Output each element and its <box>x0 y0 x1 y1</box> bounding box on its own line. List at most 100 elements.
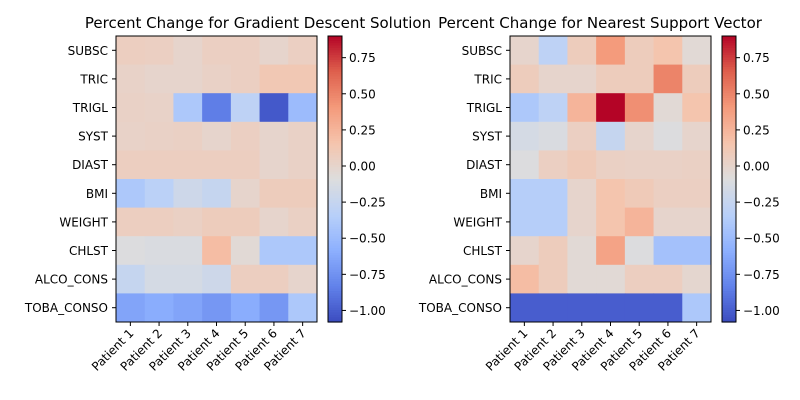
heatmap-cell <box>230 150 261 180</box>
heatmap-cell <box>173 293 203 323</box>
heatmap-cell <box>538 150 568 180</box>
row-label: TRIGL <box>72 101 109 115</box>
colorbar-segment <box>328 138 342 142</box>
heatmap-cell <box>116 150 146 180</box>
colorbar-segment <box>328 181 342 185</box>
colorbar-segment <box>328 133 342 137</box>
colorbar-tick-label: −0.75 <box>349 268 386 282</box>
colorbar-segment <box>328 198 342 202</box>
colorbar-segment <box>328 171 342 175</box>
colorbar-segment <box>722 221 736 225</box>
colorbar-segment <box>722 193 736 197</box>
heatmap-cell <box>259 293 289 323</box>
heatmap-cell <box>682 36 712 66</box>
heatmap-cell <box>259 264 289 294</box>
colorbar-segment <box>328 188 342 192</box>
heatmap-cell <box>682 264 712 294</box>
colorbar-segment <box>328 117 342 121</box>
colorbar-tick-label: 0.00 <box>349 160 376 174</box>
heatmap-cell <box>682 64 712 94</box>
colorbar-segment <box>722 312 736 316</box>
heatmap-cell <box>510 236 540 266</box>
colorbar-segment <box>328 128 342 132</box>
row-label: TOBA_CONSO <box>24 301 108 315</box>
colorbar-segment <box>328 298 342 302</box>
colorbar-segment <box>722 83 736 87</box>
heatmap-cell <box>288 293 318 323</box>
heatmap-cell <box>653 64 683 94</box>
colorbar-segment <box>328 176 342 180</box>
colorbar-segment <box>722 97 736 101</box>
colorbar-segment <box>328 93 342 97</box>
heatmap-cell <box>173 207 203 237</box>
heatmap-cell <box>653 121 683 151</box>
colorbar-segment <box>328 281 342 285</box>
heatmap-cell <box>202 236 232 266</box>
colorbar-segment <box>328 100 342 104</box>
colorbar-segment <box>328 78 342 82</box>
colorbar-segment <box>722 207 736 211</box>
heatmap-cell <box>567 150 597 180</box>
colorbar-segment <box>328 155 342 159</box>
colorbar-segment <box>722 224 736 228</box>
colorbar-tick-label: −0.25 <box>349 196 386 210</box>
colorbar-segment <box>722 198 736 202</box>
heatmap-cell <box>173 93 203 123</box>
heatmap-cell <box>653 264 683 294</box>
colorbar-tick-label: 0.25 <box>743 123 770 137</box>
colorbar-segment <box>722 59 736 63</box>
heatmap-cell <box>116 236 146 266</box>
heatmap-cell <box>144 264 174 294</box>
colorbar-segment <box>722 229 736 233</box>
colorbar-segment <box>328 205 342 209</box>
colorbar-segment <box>328 159 342 163</box>
colorbar-segment <box>328 136 342 140</box>
heatmap-panel-1: Percent Change for Gradient Descent Solu… <box>24 14 431 374</box>
row-label: BMI <box>480 187 502 201</box>
colorbar-tick-label: −1.00 <box>349 304 386 318</box>
colorbar-segment <box>328 109 342 113</box>
heatmap-cell <box>567 179 597 209</box>
colorbar-segment <box>722 109 736 113</box>
colorbar-segment <box>328 243 342 247</box>
colorbar-segment <box>328 97 342 101</box>
colorbar-segment <box>722 107 736 111</box>
colorbar-segment <box>722 64 736 68</box>
colorbar-segment <box>328 307 342 311</box>
row-label: BMI <box>86 187 108 201</box>
colorbar-segment <box>328 255 342 259</box>
colorbar-segment <box>328 226 342 230</box>
heatmap-cell <box>624 179 655 209</box>
row-label: WEIGHT <box>59 215 108 229</box>
colorbar-segment <box>722 167 736 171</box>
heatmap-cell <box>624 121 655 151</box>
colorbar-tick-label: 0.50 <box>349 87 376 101</box>
colorbar-segment <box>328 238 342 242</box>
heatmap-cell <box>624 64 655 94</box>
colorbar-segment <box>722 69 736 73</box>
heatmap-cell <box>230 293 261 323</box>
colorbar-segment <box>722 200 736 204</box>
colorbar-segment <box>722 238 736 242</box>
colorbar-segment <box>328 269 342 273</box>
colorbar-segment <box>328 47 342 51</box>
colorbar-segment <box>328 126 342 130</box>
row-label: ALCO_CONS <box>429 273 502 287</box>
heatmap-cell <box>259 36 289 66</box>
colorbar-segment <box>328 231 342 235</box>
colorbar-segment <box>722 214 736 218</box>
colorbar-segment <box>328 62 342 66</box>
colorbar-tick-label: 0.75 <box>743 51 770 65</box>
colorbar-segment <box>328 152 342 156</box>
heatmap-cell <box>538 121 568 151</box>
colorbar-segment <box>328 143 342 147</box>
colorbar-segment <box>722 219 736 223</box>
heatmap-cell <box>230 264 261 294</box>
heatmap-cell <box>538 179 568 209</box>
heatmap-cell <box>596 121 626 151</box>
colorbar-segment <box>722 143 736 147</box>
heatmap-cell <box>259 150 289 180</box>
colorbar-segment <box>328 119 342 123</box>
heatmap-cell <box>144 293 174 323</box>
colorbar-segment <box>722 114 736 118</box>
